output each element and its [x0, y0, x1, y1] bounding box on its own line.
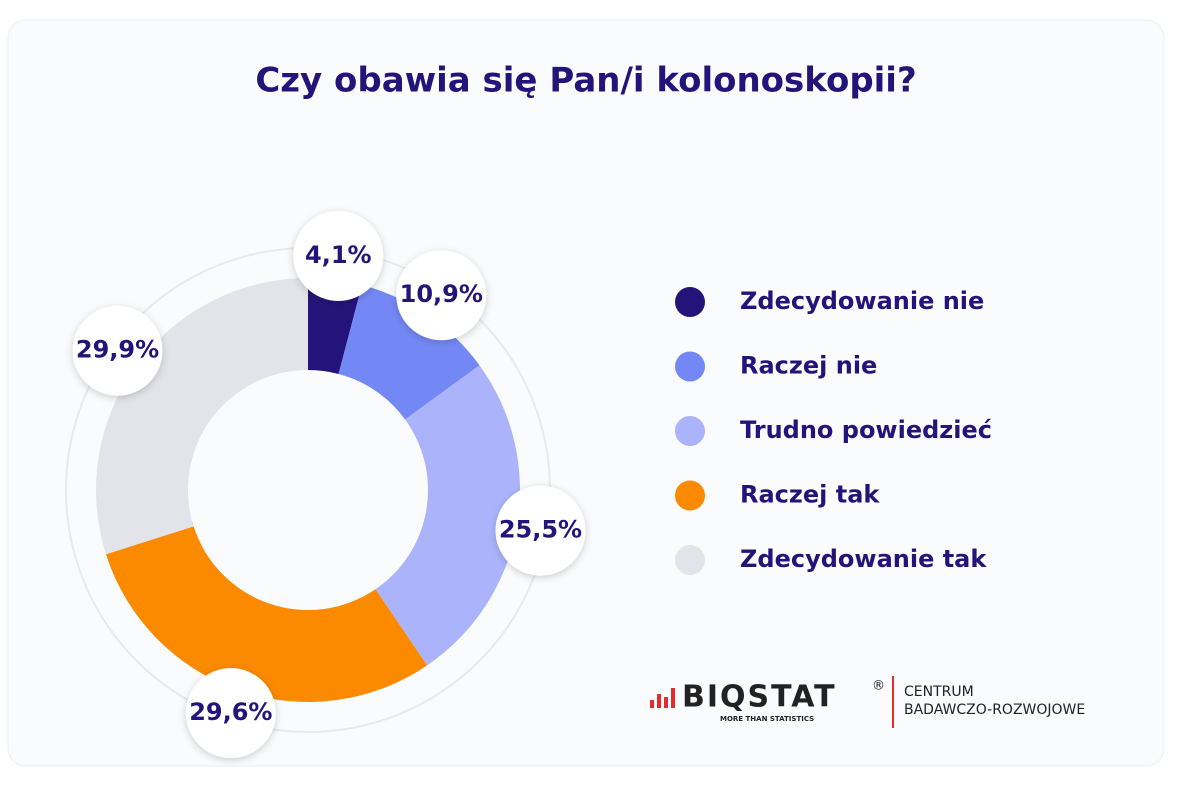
legend-label: Raczej tak	[740, 481, 880, 509]
legend-label: Zdecydowanie tak	[740, 545, 987, 573]
label-bubble	[72, 305, 163, 396]
label-bubble	[396, 250, 487, 341]
legend-label: Trudno powiedzieć	[740, 416, 992, 444]
label-bubble	[293, 210, 384, 301]
legend-swatch	[675, 545, 705, 575]
donut-slice	[95, 278, 308, 555]
legend-label: Raczej nie	[740, 352, 877, 380]
legend-swatch	[675, 351, 705, 382]
chart-title: Czy obawia się Pan/i kolonoskopii?	[255, 61, 916, 101]
logo-icon	[657, 694, 661, 708]
label-bubble	[495, 485, 586, 576]
donut-slice	[105, 526, 428, 702]
data-label: 29,9%	[76, 336, 159, 364]
donut-slice	[338, 284, 480, 420]
logo-tagline: MORE THAN STATISTICS	[720, 715, 814, 723]
logo-registered: ®	[872, 679, 885, 694]
logo-line2: BADAWCZO-ROZWOJOWE	[904, 702, 1085, 718]
logo-icon	[650, 700, 654, 708]
logo: BIQSTAT ® MORE THAN STATISTICS CENTRUM B…	[650, 676, 1085, 728]
data-label: 25,5%	[499, 516, 582, 544]
logo-line1: CENTRUM	[904, 684, 974, 700]
data-label: 4,1%	[305, 241, 372, 269]
data-label: 10,9%	[400, 280, 483, 308]
label-bubble	[185, 668, 276, 759]
legend-label: Zdecydowanie nie	[740, 287, 984, 315]
donut-slice	[375, 365, 520, 666]
data-label: 29,6%	[189, 698, 272, 726]
logo-name: BIQSTAT	[682, 680, 837, 715]
legend-swatch	[675, 480, 705, 511]
donut-slice	[308, 278, 363, 374]
logo-icon	[671, 688, 675, 708]
legend-swatch	[675, 287, 705, 317]
logo-icon	[664, 697, 668, 708]
legend-swatch	[675, 416, 705, 446]
